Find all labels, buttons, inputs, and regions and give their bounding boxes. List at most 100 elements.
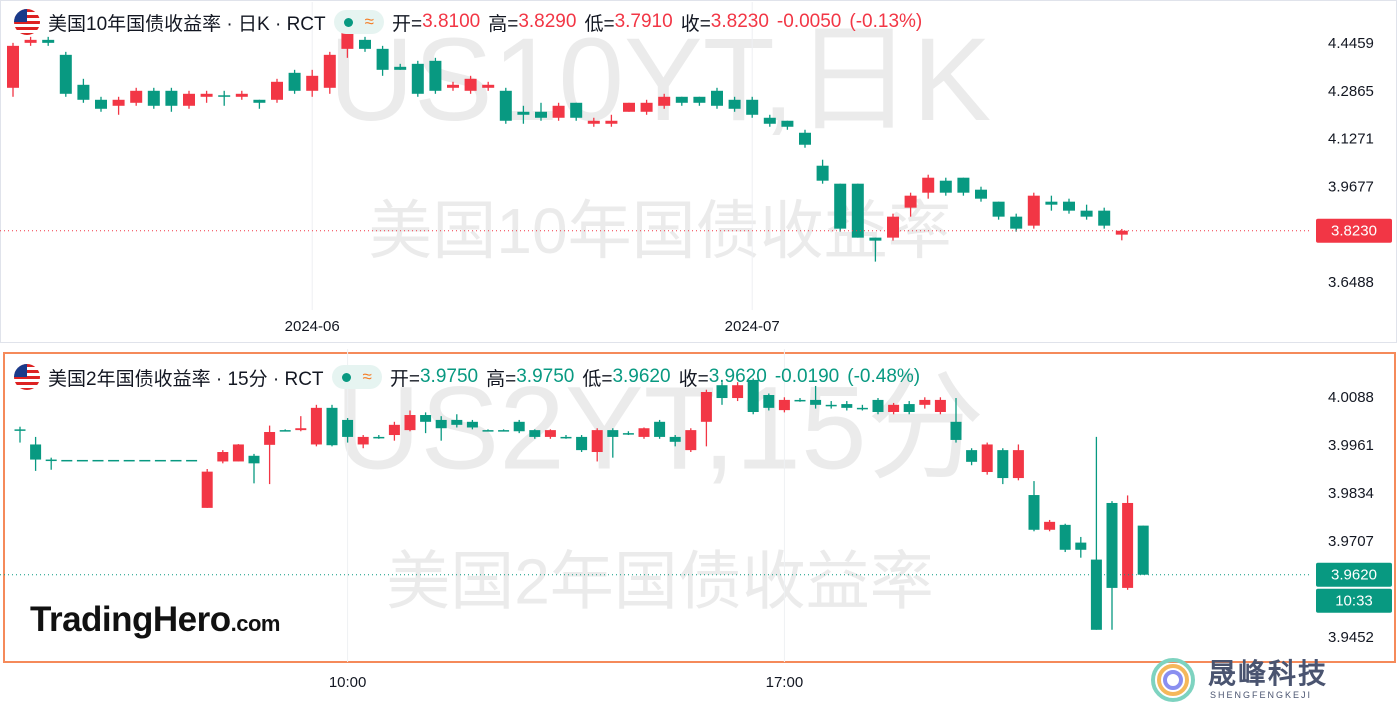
info-value: 3.8230 bbox=[710, 11, 769, 32]
candle-body bbox=[108, 459, 120, 462]
candle-body bbox=[560, 436, 572, 439]
candle-body bbox=[685, 430, 697, 451]
last-price-label: 3.8230 bbox=[1331, 223, 1377, 240]
candle-body bbox=[77, 84, 90, 100]
company-pinyin: SHENGFENGKEJI bbox=[1210, 690, 1313, 700]
candle-body bbox=[248, 455, 260, 464]
candle-body bbox=[711, 90, 723, 106]
candle-body bbox=[716, 385, 728, 399]
status-pill: ≈ bbox=[333, 10, 384, 34]
candle-body bbox=[975, 189, 987, 199]
candle-body bbox=[903, 404, 915, 412]
candle-body bbox=[170, 459, 182, 462]
candle-body bbox=[7, 45, 19, 88]
candle-body bbox=[359, 39, 371, 49]
candle-body bbox=[950, 421, 962, 440]
candle-body bbox=[1044, 521, 1056, 530]
candle-body bbox=[466, 421, 478, 428]
candle-body bbox=[1027, 195, 1040, 226]
candle-body bbox=[464, 78, 477, 91]
candle-body bbox=[1063, 201, 1075, 211]
x-tick-label: 10:00 bbox=[329, 674, 367, 691]
candle-body bbox=[1045, 201, 1058, 205]
candle-body bbox=[763, 117, 776, 124]
candle-body bbox=[922, 177, 935, 193]
candle-body bbox=[482, 84, 495, 88]
candle-body bbox=[183, 93, 195, 106]
y-tick-label: 3.9961 bbox=[1328, 437, 1374, 454]
candle-body bbox=[992, 201, 1005, 217]
change: -0.0190 bbox=[774, 366, 840, 387]
candle-body bbox=[728, 99, 741, 109]
change-pct: (-0.13%) bbox=[849, 11, 923, 32]
candle-body bbox=[186, 459, 198, 462]
bottom-panel-frame bbox=[3, 352, 1396, 663]
candle-body bbox=[264, 432, 276, 445]
candle-body bbox=[591, 430, 603, 453]
candle-body bbox=[781, 120, 794, 127]
candle-body bbox=[919, 399, 931, 405]
candle-body bbox=[570, 102, 583, 118]
candle-body bbox=[794, 399, 806, 402]
info-value: 3.9750 bbox=[419, 366, 479, 387]
flag-icon bbox=[14, 364, 40, 390]
candle-body bbox=[147, 90, 160, 106]
y-tick-label: 4.0088 bbox=[1328, 389, 1374, 406]
candle-body bbox=[218, 95, 231, 97]
candle-body bbox=[1090, 559, 1102, 630]
logo-text: TradingHero bbox=[30, 600, 231, 639]
candle-body bbox=[1012, 450, 1024, 479]
info-value: 3.8100 bbox=[422, 11, 481, 32]
candle-body bbox=[130, 90, 143, 103]
status-pill: ≈ bbox=[331, 365, 382, 389]
x-tick-label: 2024-06 bbox=[285, 318, 340, 335]
candle-body bbox=[834, 183, 847, 229]
candle-body bbox=[482, 430, 494, 432]
candle-body bbox=[825, 404, 837, 407]
candle-body bbox=[552, 105, 565, 118]
candle-body bbox=[675, 96, 688, 103]
candle-body bbox=[271, 81, 283, 100]
candle-body bbox=[778, 399, 790, 411]
candle-body bbox=[429, 60, 442, 91]
candle-body bbox=[799, 132, 811, 145]
candle-body bbox=[112, 99, 125, 106]
candle-body bbox=[529, 430, 541, 437]
candle-body bbox=[373, 436, 385, 439]
candle-body bbox=[605, 120, 618, 124]
candle-body bbox=[623, 102, 635, 112]
flag-icon bbox=[14, 9, 40, 35]
candle-body bbox=[1080, 210, 1093, 217]
candle-body bbox=[253, 99, 266, 103]
candle-body bbox=[201, 471, 213, 508]
x-tick-label: 17:00 bbox=[766, 674, 804, 691]
watermark-sub: 美国2年国债收益率 bbox=[386, 546, 934, 618]
info-key: 高= bbox=[486, 368, 517, 390]
candle-body bbox=[851, 183, 864, 238]
candle-body bbox=[394, 66, 407, 70]
candle-body bbox=[306, 75, 319, 91]
candle-body bbox=[816, 165, 829, 181]
candle-body bbox=[700, 391, 712, 422]
candle-body bbox=[587, 120, 600, 124]
brand-logo: TradingHero.com bbox=[30, 600, 281, 640]
chart-title: 美国2年国债收益率 · 15分 · RCT bbox=[48, 368, 324, 390]
countdown-label: 10:33 bbox=[1335, 593, 1373, 610]
y-tick-label: 3.9677 bbox=[1328, 178, 1374, 195]
candle-body bbox=[1137, 525, 1149, 575]
info-key: 收= bbox=[678, 368, 709, 390]
candle-body bbox=[498, 430, 510, 432]
candle-body bbox=[654, 421, 666, 437]
candle-body bbox=[326, 407, 338, 446]
info-key: 低= bbox=[584, 13, 615, 35]
candle-body bbox=[323, 54, 336, 88]
candle-body bbox=[544, 430, 556, 437]
candle-body bbox=[447, 84, 459, 88]
candle-body bbox=[499, 90, 512, 121]
candle-body bbox=[95, 99, 107, 109]
info-value: 3.9620 bbox=[708, 366, 767, 387]
y-tick-label: 4.4459 bbox=[1328, 35, 1374, 52]
status-approx: ≈ bbox=[362, 367, 372, 386]
info-key: 收= bbox=[680, 13, 711, 35]
info-value: 3.7910 bbox=[614, 11, 673, 32]
